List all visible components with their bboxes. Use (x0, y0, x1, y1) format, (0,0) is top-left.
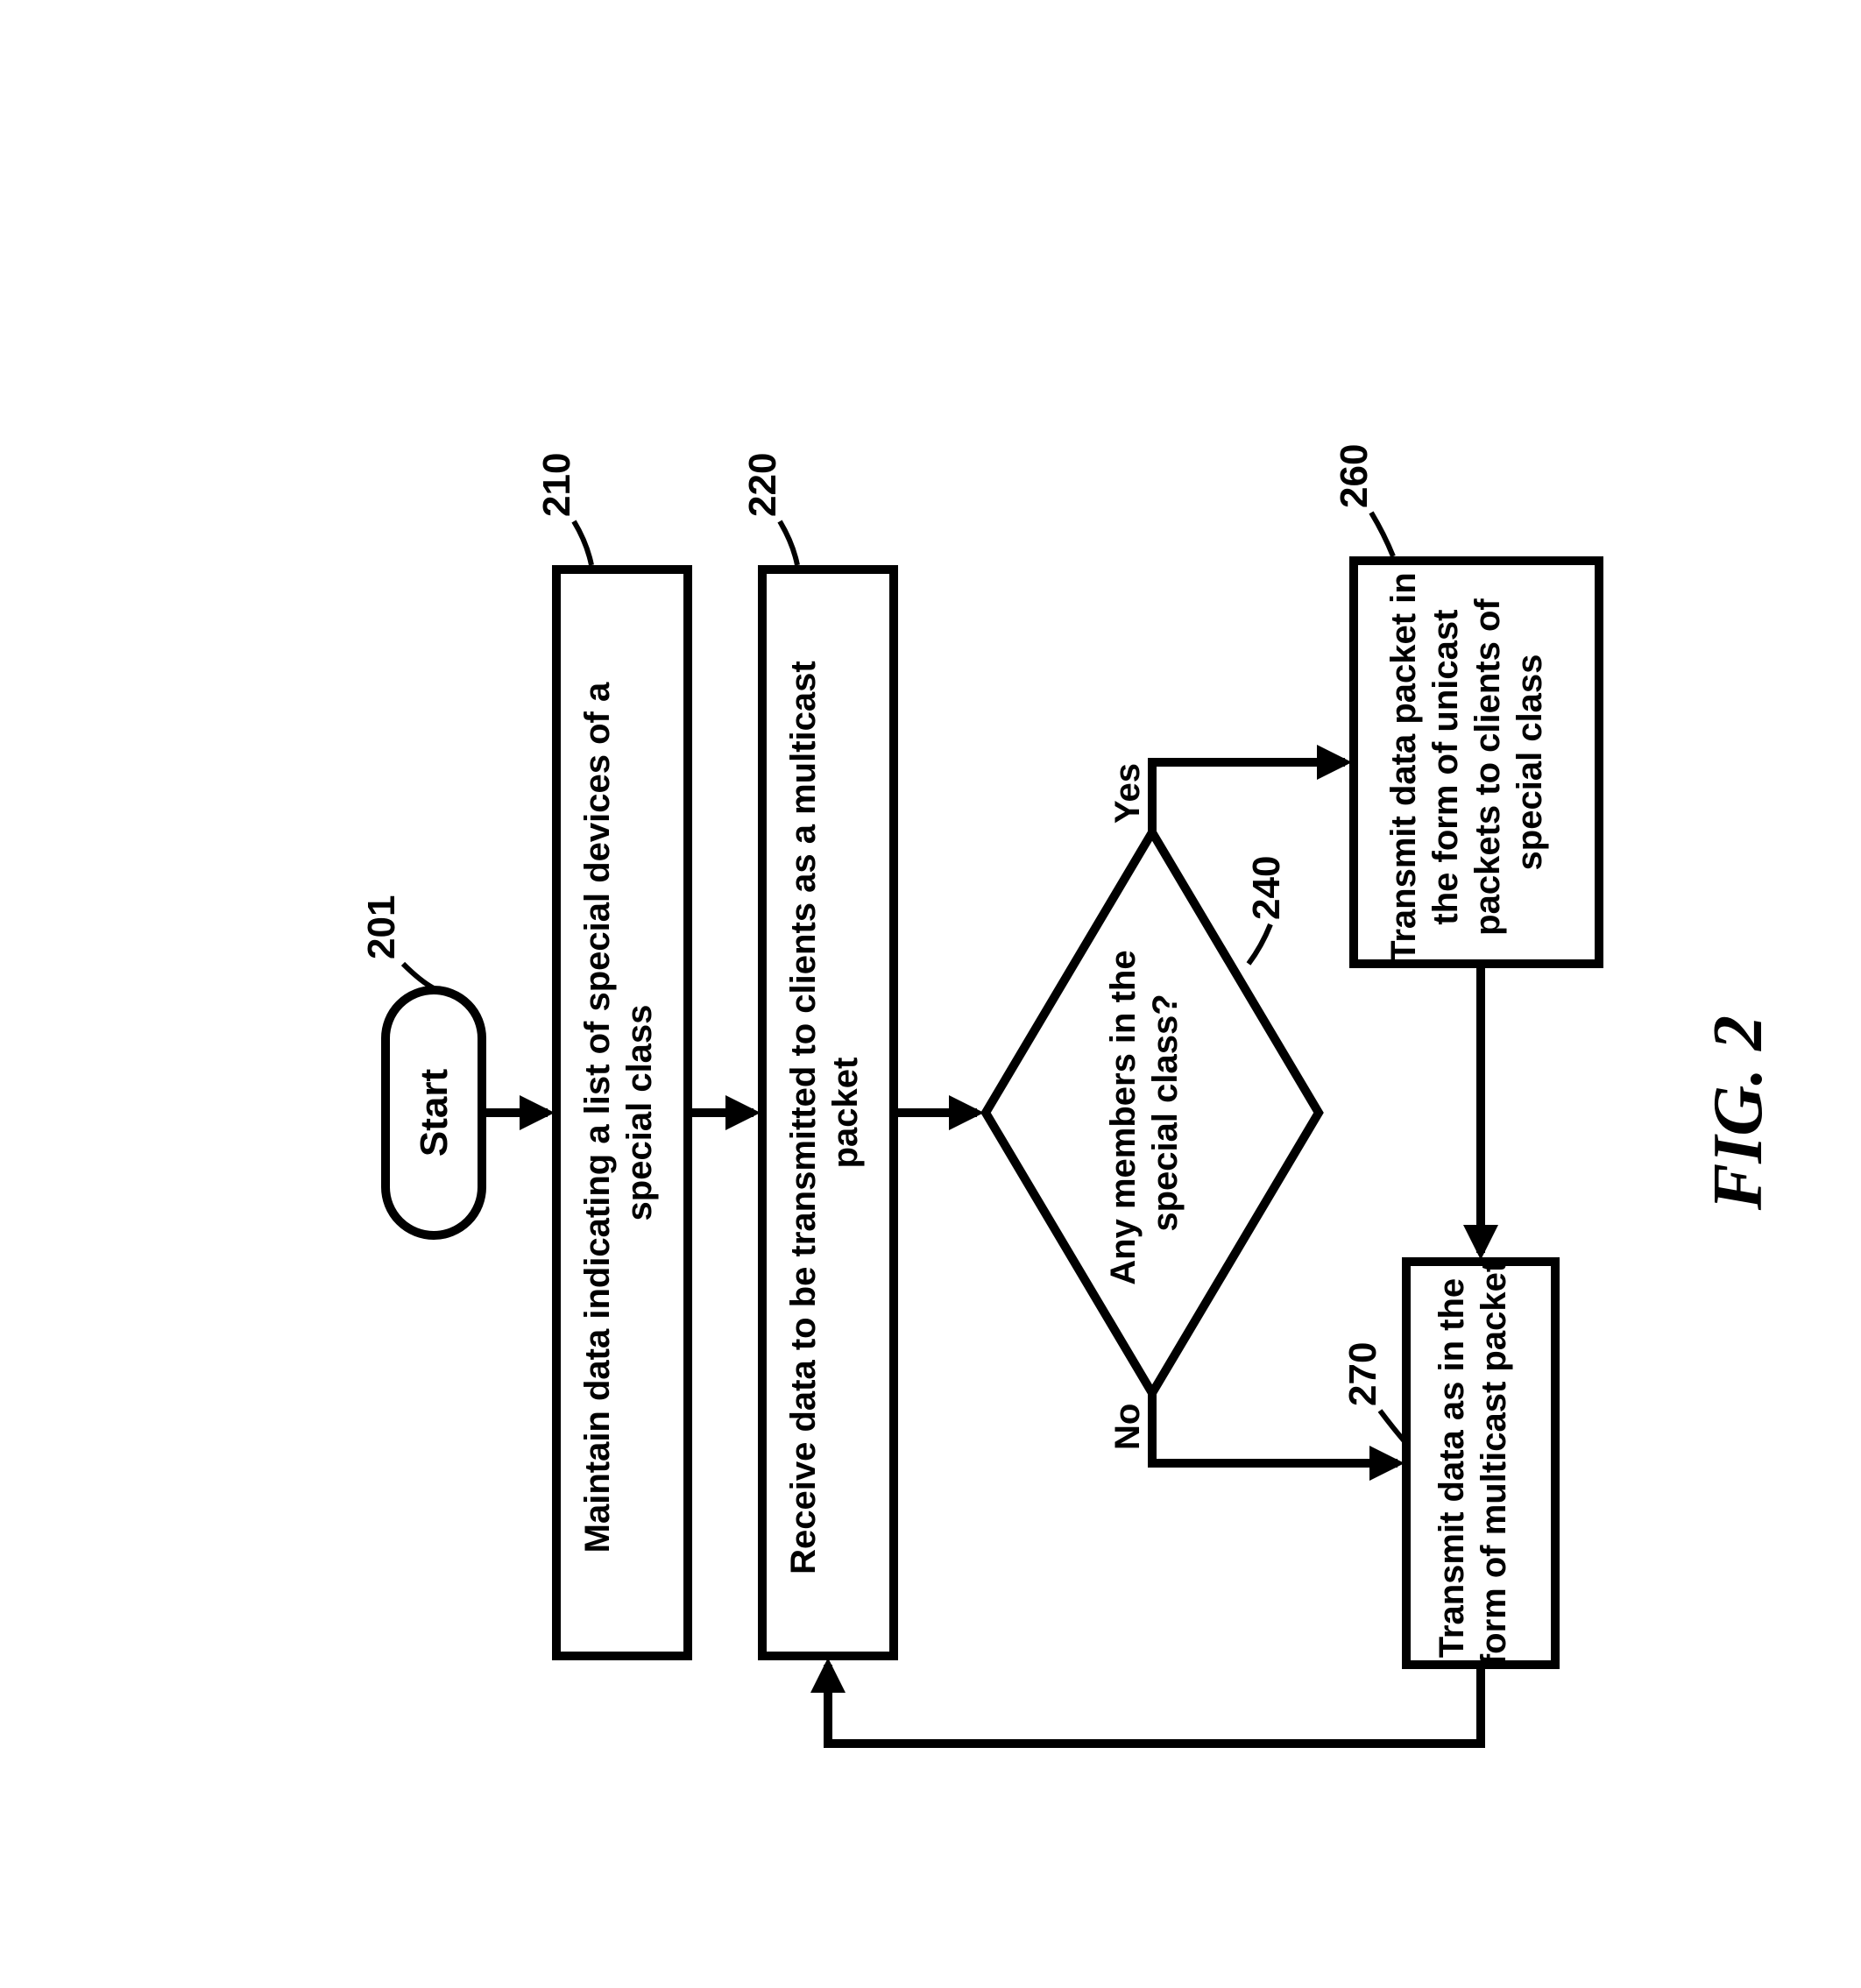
edge-270-220 (828, 1665, 1481, 1744)
svg-text:270: 270 (1341, 1342, 1384, 1406)
ref-201: 201 (360, 895, 434, 988)
node-210: Maintain data indicating a list of speci… (0, 570, 688, 1988)
start-label: Start (413, 1069, 456, 1157)
node-220: Receive data to be transmitted to client… (0, 570, 894, 1988)
ref-260: 260 (1333, 444, 1393, 556)
edge-label-no: No (1108, 1404, 1147, 1450)
ref-270: 270 (1341, 1342, 1405, 1441)
svg-text:201: 201 (360, 895, 403, 959)
figure-caption: FIG. 2 (1700, 1015, 1777, 1211)
ref-220: 220 (741, 453, 797, 565)
ref-210: 210 (535, 453, 591, 565)
node-start: Start (386, 990, 482, 1235)
edge-240-yes-260: Yes (1108, 762, 1345, 832)
svg-text:260: 260 (1333, 444, 1376, 508)
svg-text:220: 220 (741, 453, 784, 517)
ref-240: 240 (1245, 856, 1288, 964)
svg-text:210: 210 (535, 453, 578, 517)
edge-label-yes: Yes (1108, 763, 1147, 824)
svg-text:240: 240 (1245, 856, 1288, 920)
flowchart: Start 201 Maintain data indicating a lis… (0, 0, 1861, 1988)
